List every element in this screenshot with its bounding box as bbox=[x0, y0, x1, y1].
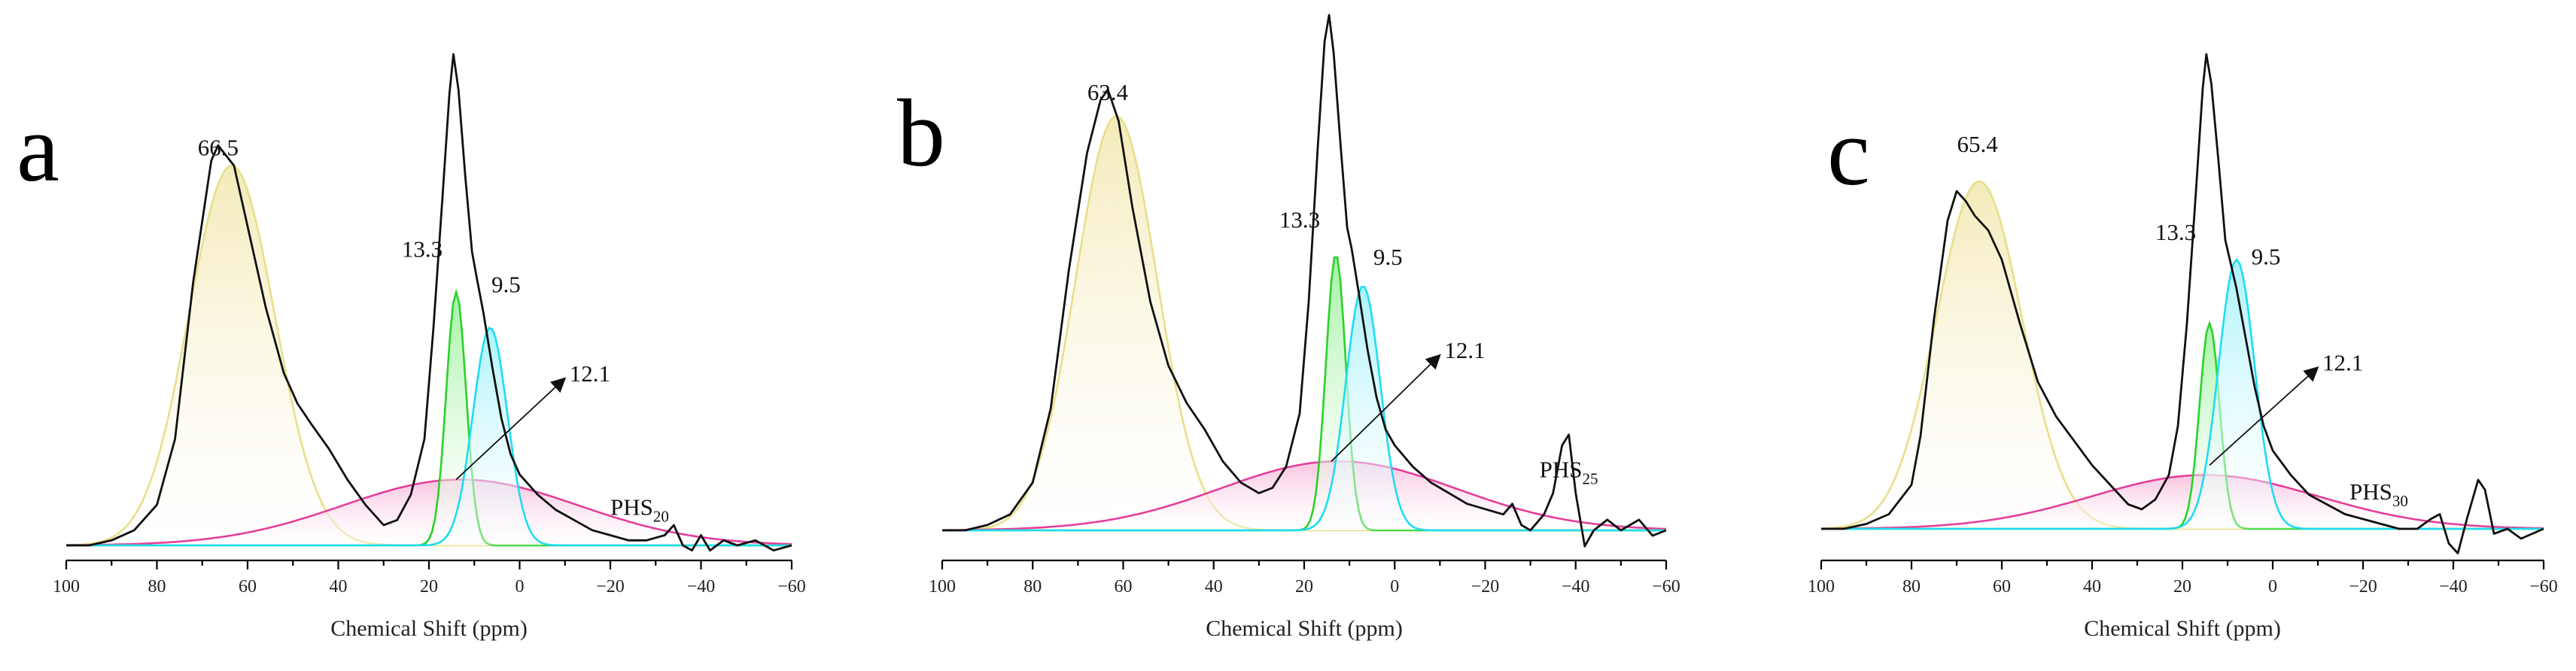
component-magenta-fill bbox=[66, 479, 792, 545]
x-axis-label: Chemical Shift (ppm) bbox=[1206, 616, 1403, 641]
component-magenta-line bbox=[942, 460, 1667, 531]
x-axis-label: Chemical Shift (ppm) bbox=[330, 616, 528, 641]
tick-label: 40 bbox=[1205, 577, 1223, 597]
tick-label: 100 bbox=[1808, 577, 1835, 597]
tick-label: 0 bbox=[1390, 577, 1399, 597]
component-magenta-fill bbox=[942, 461, 1666, 530]
tick-label: 60 bbox=[239, 577, 257, 597]
tick-label: 20 bbox=[420, 577, 438, 597]
spectrum-line bbox=[66, 53, 792, 552]
arrow-line bbox=[455, 377, 567, 481]
tick-label: −40 bbox=[2439, 577, 2468, 597]
sample-name: PHS bbox=[2349, 478, 2392, 505]
tick-label: 0 bbox=[2268, 577, 2277, 597]
peak-label: 63.4 bbox=[1087, 79, 1129, 105]
arrow-label: 12.1 bbox=[1444, 337, 1485, 363]
arrow-line bbox=[2209, 366, 2319, 466]
peak-label: 9.5 bbox=[1373, 244, 1403, 270]
tick-label: −20 bbox=[1471, 577, 1500, 597]
component-yellow-fill bbox=[942, 116, 1666, 531]
tick-label: 100 bbox=[929, 577, 956, 597]
component-yellow-fill bbox=[66, 165, 792, 545]
arrow-label: 12.1 bbox=[570, 360, 610, 387]
panel-letter: b bbox=[897, 80, 945, 187]
component-yellow-fill bbox=[1821, 181, 2544, 529]
tick-label: 40 bbox=[330, 577, 348, 597]
tick-label: 40 bbox=[2083, 577, 2101, 597]
component-magenta-fill bbox=[1821, 475, 2544, 529]
tick-label: 100 bbox=[53, 577, 80, 597]
tick-label: 0 bbox=[516, 577, 525, 597]
peak-label: 13.3 bbox=[1279, 206, 1320, 232]
peak-label: 65.4 bbox=[1957, 131, 1998, 157]
peak-label: 9.5 bbox=[491, 271, 521, 297]
sample-subscript: 25 bbox=[1583, 469, 1598, 487]
sample-label: PHS30 bbox=[2349, 478, 2408, 510]
panel-b: b 63.4 13.3 9.5 12.1 PHS25 100 80 60 40 20 0 −20 −40 −… bbox=[897, 14, 1680, 641]
tick-label: −60 bbox=[2529, 577, 2558, 597]
peak-label: 13.3 bbox=[2155, 219, 2196, 245]
panel-letter: c bbox=[1827, 99, 1870, 205]
tick-label: −20 bbox=[596, 577, 625, 597]
peak-label: 13.3 bbox=[402, 235, 443, 262]
peak-label: 66.5 bbox=[198, 135, 239, 161]
tick-label: 60 bbox=[1115, 577, 1133, 597]
sample-subscript: 30 bbox=[2392, 492, 2408, 510]
arrow-line bbox=[1331, 354, 1441, 462]
tick-label: 80 bbox=[1902, 577, 1921, 597]
sample-name: PHS bbox=[610, 494, 653, 521]
tick-label: 20 bbox=[1295, 577, 1313, 597]
spectrum-line bbox=[1821, 53, 2544, 554]
tick-label: 20 bbox=[2173, 577, 2191, 597]
x-axis-label: Chemical Shift (ppm) bbox=[2084, 616, 2281, 641]
component-cyan-line bbox=[942, 286, 1666, 532]
peak-label: 9.5 bbox=[2252, 244, 2281, 270]
panel-c: c 65.4 13.3 9.5 12.1 PHS30 100 80 60 40 20 0 −20 −40 −… bbox=[1808, 53, 2558, 641]
arrow-label: 12.1 bbox=[2322, 349, 2363, 375]
panel-letter: a bbox=[17, 95, 59, 202]
sample-subscript: 20 bbox=[653, 508, 669, 526]
sample-label: PHS25 bbox=[1540, 456, 1598, 487]
tick-label: −40 bbox=[1562, 577, 1590, 597]
tick-label: −40 bbox=[687, 577, 716, 597]
tick-label: −60 bbox=[1652, 577, 1680, 597]
component-cyan-line bbox=[1821, 258, 2544, 530]
tick-label: 60 bbox=[1993, 577, 2011, 597]
component-cyan-line bbox=[66, 326, 792, 547]
tick-label: −20 bbox=[2349, 577, 2377, 597]
component-magenta-line bbox=[65, 478, 792, 546]
component-magenta-line bbox=[1821, 474, 2544, 530]
tick-label: −60 bbox=[777, 577, 806, 597]
sample-label: PHS20 bbox=[610, 494, 669, 526]
tick-label: 80 bbox=[1023, 577, 1042, 597]
sample-name: PHS bbox=[1540, 456, 1583, 482]
spectrum-line bbox=[942, 14, 1667, 548]
tick-label: 80 bbox=[148, 577, 166, 597]
